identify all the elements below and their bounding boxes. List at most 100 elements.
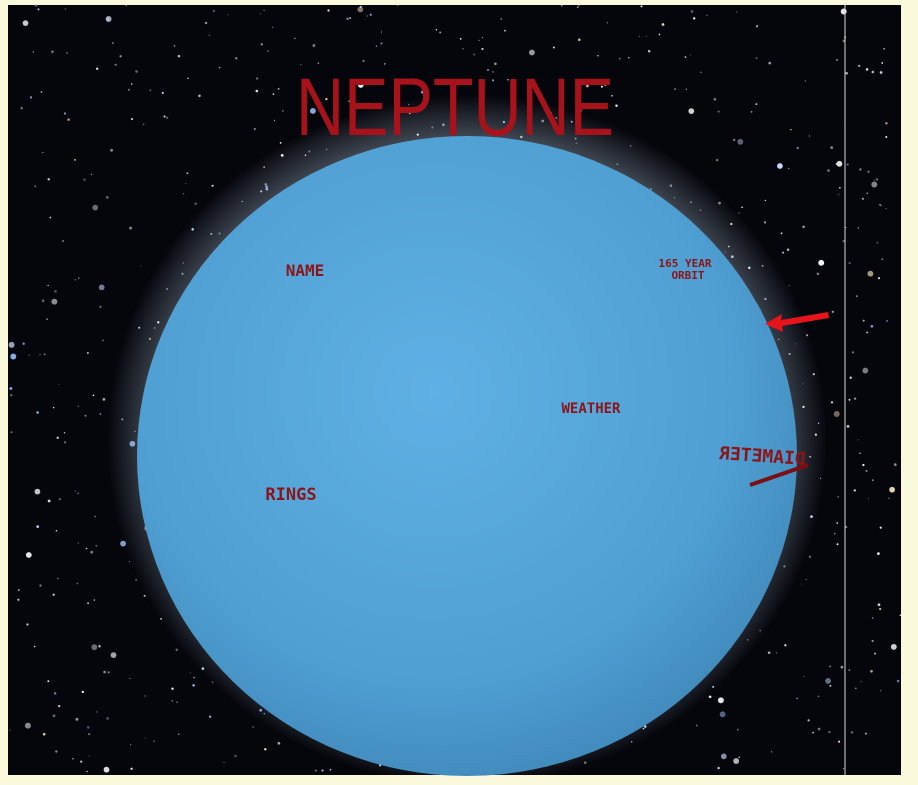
star (54, 290, 57, 293)
star (39, 584, 41, 586)
star (836, 522, 838, 524)
star (66, 52, 67, 53)
star (848, 669, 850, 671)
star (64, 441, 66, 443)
star (553, 47, 555, 49)
star (818, 728, 821, 731)
star (261, 43, 263, 45)
star (828, 731, 830, 733)
star (277, 88, 279, 90)
star (82, 691, 84, 693)
star (841, 9, 847, 15)
star (838, 194, 839, 195)
star (834, 411, 840, 417)
star (889, 487, 895, 493)
star (829, 685, 831, 687)
star (867, 193, 868, 194)
star (129, 561, 130, 562)
star (897, 680, 900, 683)
star (863, 320, 865, 322)
star (847, 425, 850, 428)
star (35, 4, 38, 7)
star (619, 58, 621, 60)
star (39, 354, 40, 355)
star (313, 44, 316, 47)
star (832, 311, 834, 313)
star (193, 677, 195, 679)
star (788, 168, 790, 170)
star (9, 342, 15, 348)
star (54, 692, 57, 695)
star (871, 325, 874, 328)
star (74, 159, 76, 161)
star (186, 172, 188, 174)
star (95, 545, 97, 547)
star (894, 463, 897, 466)
star (94, 599, 96, 601)
star (837, 543, 839, 545)
star (877, 552, 880, 555)
star (327, 9, 329, 11)
star (720, 711, 726, 717)
star (119, 55, 121, 57)
star (10, 394, 12, 396)
star (733, 758, 739, 764)
star (65, 8, 66, 9)
star (845, 72, 848, 75)
star (219, 67, 221, 69)
star (273, 93, 275, 95)
star (836, 161, 842, 167)
star (879, 608, 881, 610)
star (89, 755, 90, 756)
star (880, 690, 881, 691)
star (607, 22, 609, 24)
star (504, 30, 506, 32)
star (790, 129, 791, 130)
star (848, 262, 850, 264)
star (376, 45, 377, 46)
star (777, 163, 783, 169)
star (781, 232, 783, 234)
star (255, 90, 258, 93)
star (802, 226, 804, 228)
star (529, 50, 535, 56)
star (260, 13, 261, 14)
star (578, 4, 580, 6)
star (784, 644, 786, 646)
star (176, 649, 178, 651)
star (26, 552, 32, 558)
star (858, 227, 859, 228)
star (818, 695, 820, 697)
star (688, 108, 694, 114)
star (696, 725, 698, 727)
star (280, 142, 282, 144)
star (877, 242, 879, 244)
star (858, 65, 860, 67)
star (205, 22, 207, 24)
star (700, 72, 702, 74)
star (836, 59, 838, 61)
star (706, 15, 708, 17)
star (42, 152, 43, 153)
star (787, 248, 790, 251)
star (178, 733, 180, 735)
star (857, 439, 858, 440)
star (874, 653, 876, 655)
star (751, 111, 753, 113)
star (144, 737, 145, 738)
star (267, 50, 269, 52)
star (357, 7, 363, 13)
star (86, 548, 88, 550)
star (10, 354, 16, 360)
star (83, 179, 85, 181)
star (862, 368, 868, 374)
star (855, 687, 857, 689)
star (30, 96, 32, 98)
star (868, 498, 869, 499)
star (849, 399, 851, 401)
star (144, 695, 145, 696)
star (880, 71, 883, 74)
star (765, 200, 766, 201)
star (756, 57, 758, 59)
star (830, 146, 833, 149)
